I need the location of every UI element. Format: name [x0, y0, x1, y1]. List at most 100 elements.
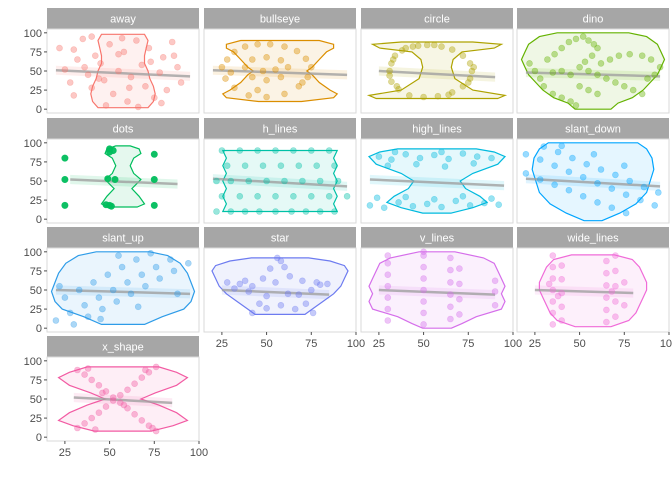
data-point	[131, 380, 138, 388]
data-point	[138, 271, 146, 279]
data-point	[299, 277, 306, 285]
data-point	[231, 48, 238, 56]
data-point	[81, 420, 88, 427]
data-point	[603, 282, 610, 289]
strip-label-away: away	[110, 14, 136, 26]
data-point	[277, 162, 285, 169]
data-point	[615, 52, 623, 60]
violin-away	[90, 33, 156, 109]
data-point	[389, 56, 397, 63]
data-point	[109, 394, 117, 401]
data-point	[647, 56, 655, 63]
data-point	[597, 60, 605, 67]
violin-h_lines	[221, 149, 339, 213]
data-point	[420, 263, 427, 271]
data-point	[637, 196, 644, 204]
data-point	[603, 269, 610, 277]
x-tick-label: 100	[504, 338, 522, 350]
panel-circle: circle	[360, 8, 514, 114]
data-point	[111, 176, 119, 184]
y-tick-label: 0	[36, 214, 42, 226]
strip-label-circle: circle	[424, 14, 450, 26]
data-point	[388, 60, 395, 67]
data-point	[468, 67, 476, 75]
data-point	[608, 185, 616, 192]
data-point	[299, 177, 306, 185]
data-point	[448, 46, 456, 53]
y-tick-label: 25	[30, 413, 42, 425]
x-tick-label: 50	[103, 447, 115, 459]
data-point	[384, 259, 392, 267]
data-point	[398, 47, 406, 54]
x-tick-label: 25	[529, 338, 541, 350]
data-point	[384, 271, 392, 279]
data-point	[302, 300, 310, 308]
data-point	[272, 66, 279, 73]
x-tick-label: 75	[462, 338, 474, 350]
x-tick-label: 100	[347, 338, 365, 350]
data-point	[127, 73, 135, 81]
data-point	[395, 199, 402, 206]
data-point	[281, 177, 288, 185]
data-point	[423, 41, 431, 49]
data-point	[594, 90, 601, 98]
data-point	[594, 199, 601, 206]
data-point	[245, 92, 252, 99]
data-point	[603, 318, 610, 326]
data-point	[316, 208, 324, 215]
data-point	[120, 401, 128, 409]
data-point	[549, 275, 557, 282]
data-point	[70, 46, 78, 53]
data-point	[448, 89, 456, 96]
data-point	[558, 94, 566, 101]
data-point	[281, 43, 288, 50]
data-point	[626, 50, 634, 58]
panel-border	[516, 28, 670, 114]
data-point	[100, 76, 108, 84]
data-point	[241, 43, 249, 50]
data-point	[147, 58, 154, 66]
data-point	[88, 376, 95, 384]
data-point	[544, 56, 551, 63]
data-point	[102, 388, 110, 395]
data-point	[373, 194, 381, 202]
strip-star	[204, 227, 356, 248]
data-point	[622, 209, 630, 217]
data-point	[466, 60, 474, 67]
data-point	[651, 71, 659, 79]
data-point	[281, 90, 288, 98]
data-point	[170, 52, 178, 60]
data-point	[133, 256, 140, 263]
x-tick-label: 50	[260, 338, 272, 350]
data-point	[488, 195, 495, 202]
data-point	[307, 147, 315, 154]
data-point	[420, 321, 427, 328]
data-point	[127, 290, 135, 298]
data-point	[420, 309, 427, 317]
data-point	[549, 69, 557, 76]
data-point	[236, 193, 244, 200]
data-point	[540, 83, 548, 90]
data-point	[254, 147, 261, 154]
strip-label-wide_lines: wide_lines	[566, 233, 619, 245]
data-point	[84, 71, 92, 79]
data-point	[84, 313, 92, 321]
data-point	[70, 321, 78, 328]
data-point	[447, 254, 454, 262]
data-point	[491, 277, 499, 285]
data-point	[331, 162, 338, 169]
data-point	[92, 426, 99, 433]
data-point	[331, 208, 338, 215]
data-point	[79, 35, 87, 43]
data-point	[558, 142, 566, 150]
data-point	[405, 92, 413, 99]
data-point	[99, 305, 106, 313]
data-point	[459, 150, 467, 157]
data-point	[277, 56, 285, 64]
data-point	[97, 315, 104, 323]
data-point	[266, 265, 274, 272]
data-point	[61, 176, 69, 184]
data-point	[149, 424, 156, 432]
data-point	[585, 67, 592, 75]
strip-label-bullseye: bullseye	[260, 14, 300, 26]
